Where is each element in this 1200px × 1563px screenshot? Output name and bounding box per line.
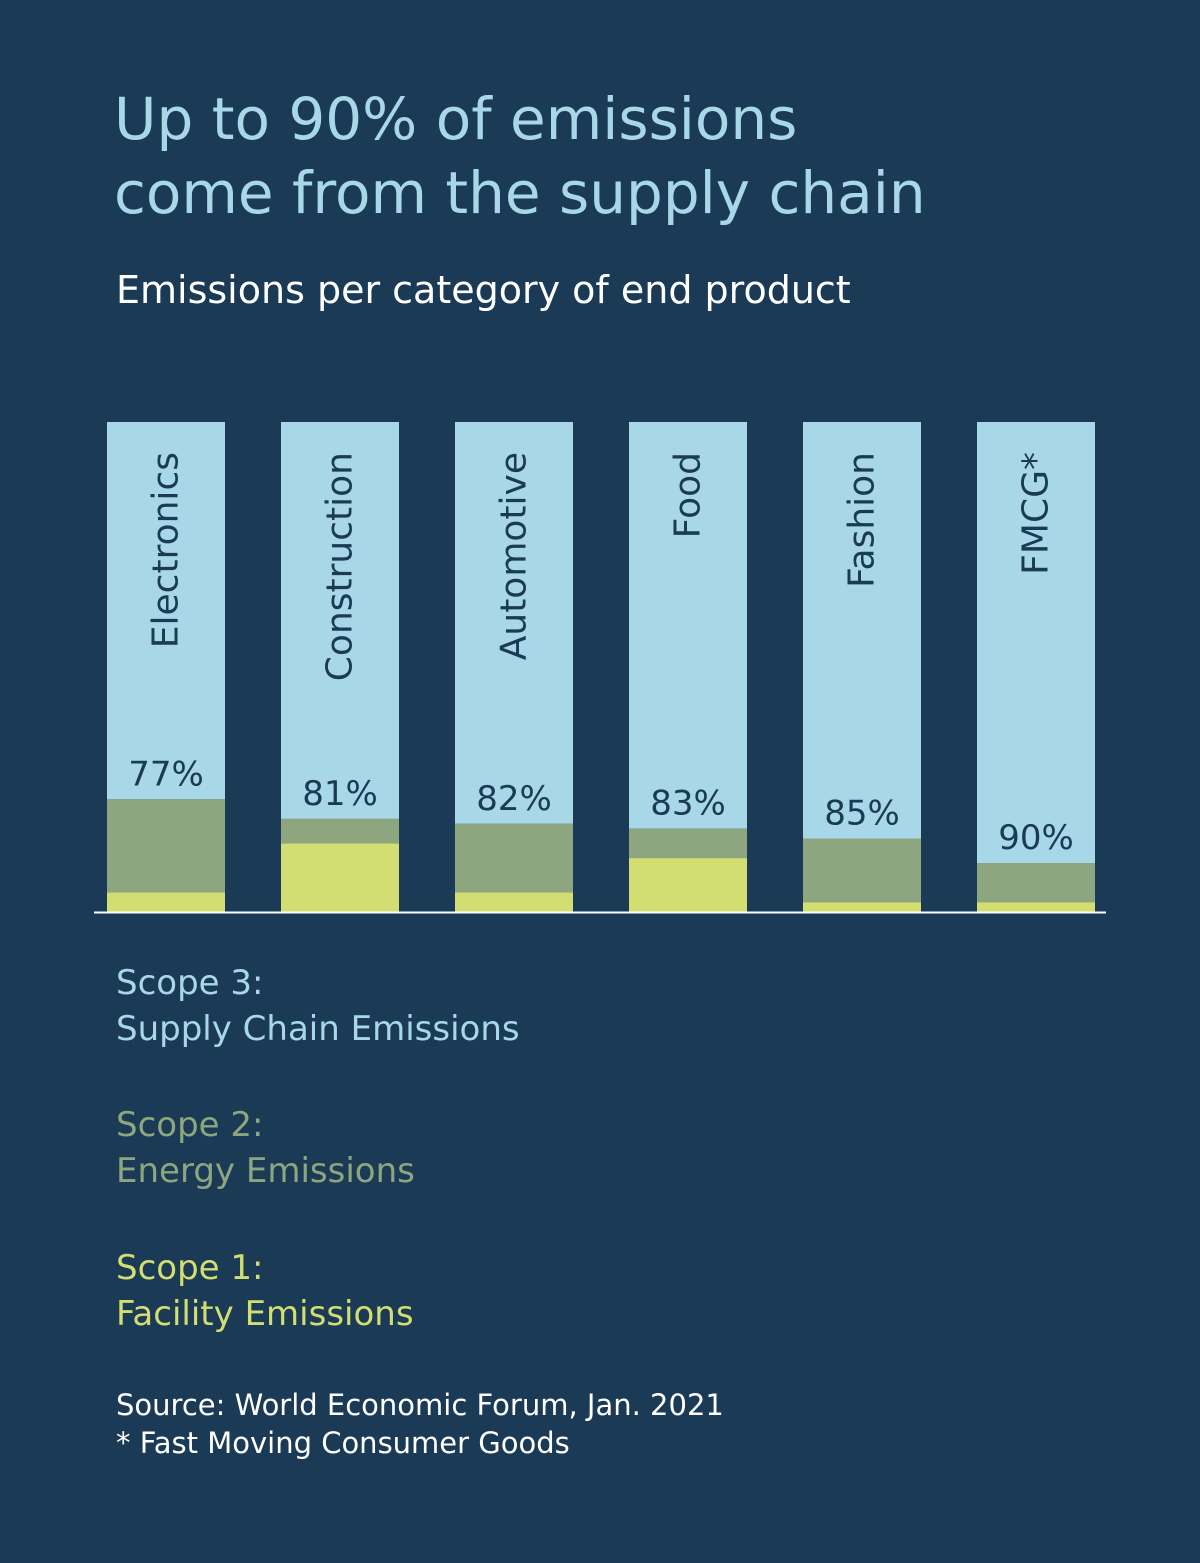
category-label-1: Construction [320,452,361,681]
bar-scope1-1 [281,843,399,912]
legend-scope-3-title: Scope 3: [116,963,264,1003]
legend-scope-2-desc: Energy Emissions [116,1151,415,1191]
chart-subtitle: Emissions per category of end product [116,268,851,312]
bar-scope3-0 [107,422,225,800]
bar-scope1-5 [977,902,1095,912]
legend-scope-3: Scope 3: Supply Chain Emissions [116,960,520,1052]
bar-scope3-1 [281,422,399,819]
bar-scope3-3 [629,422,747,829]
source-line: Source: World Economic Forum, Jan. 2021 [116,1388,724,1422]
legend-scope-1: Scope 1: Facility Emissions [116,1245,414,1337]
category-label-3: Food [668,452,709,538]
data-label-3: 83% [650,784,726,824]
category-label-5: FMCG* [1016,452,1057,575]
footnote-line: * Fast Moving Consumer Goods [116,1426,570,1460]
category-label-2: Automotive [494,452,535,660]
bar-scope2-4 [803,838,921,903]
data-label-5: 90% [998,818,1074,858]
legend-scope-2: Scope 2: Energy Emissions [116,1102,415,1194]
bar-scope2-3 [629,828,747,859]
source-note: Source: World Economic Forum, Jan. 2021 … [116,1386,724,1462]
bar-scope3-4 [803,422,921,839]
legend-scope-1-title: Scope 1: [116,1248,264,1288]
stacked-bar-chart: 77% Electronics 81% Construction 82% Automoti… [94,422,1106,914]
legend-scope-1-desc: Facility Emissions [116,1294,414,1334]
data-label-4: 85% [824,794,900,834]
bar-scope2-5 [977,863,1095,903]
bar-scope1-0 [107,892,225,912]
title-line-2: come from the supply chain [114,159,926,227]
bar-scope2-2 [455,823,573,893]
legend-scope-3-desc: Supply Chain Emissions [116,1009,520,1049]
bar-scope3-5 [977,422,1095,863]
data-label-1: 81% [302,774,378,814]
data-label-0: 77% [128,754,204,794]
bar-scope2-0 [107,799,225,893]
bar-scope2-1 [281,818,399,844]
data-label-2: 82% [476,779,552,819]
legend-scope-2-title: Scope 2: [116,1105,264,1145]
bar-scope1-4 [803,902,921,912]
bar-scope3-2 [455,422,573,824]
category-label-4: Fashion [842,452,883,588]
title-line-1: Up to 90% of emissions [114,85,798,153]
bar-scope1-2 [455,892,573,912]
bar-scope1-3 [629,858,747,912]
category-label-0: Electronics [146,452,187,648]
chart-title: Up to 90% of emissions come from the sup… [114,82,1174,230]
